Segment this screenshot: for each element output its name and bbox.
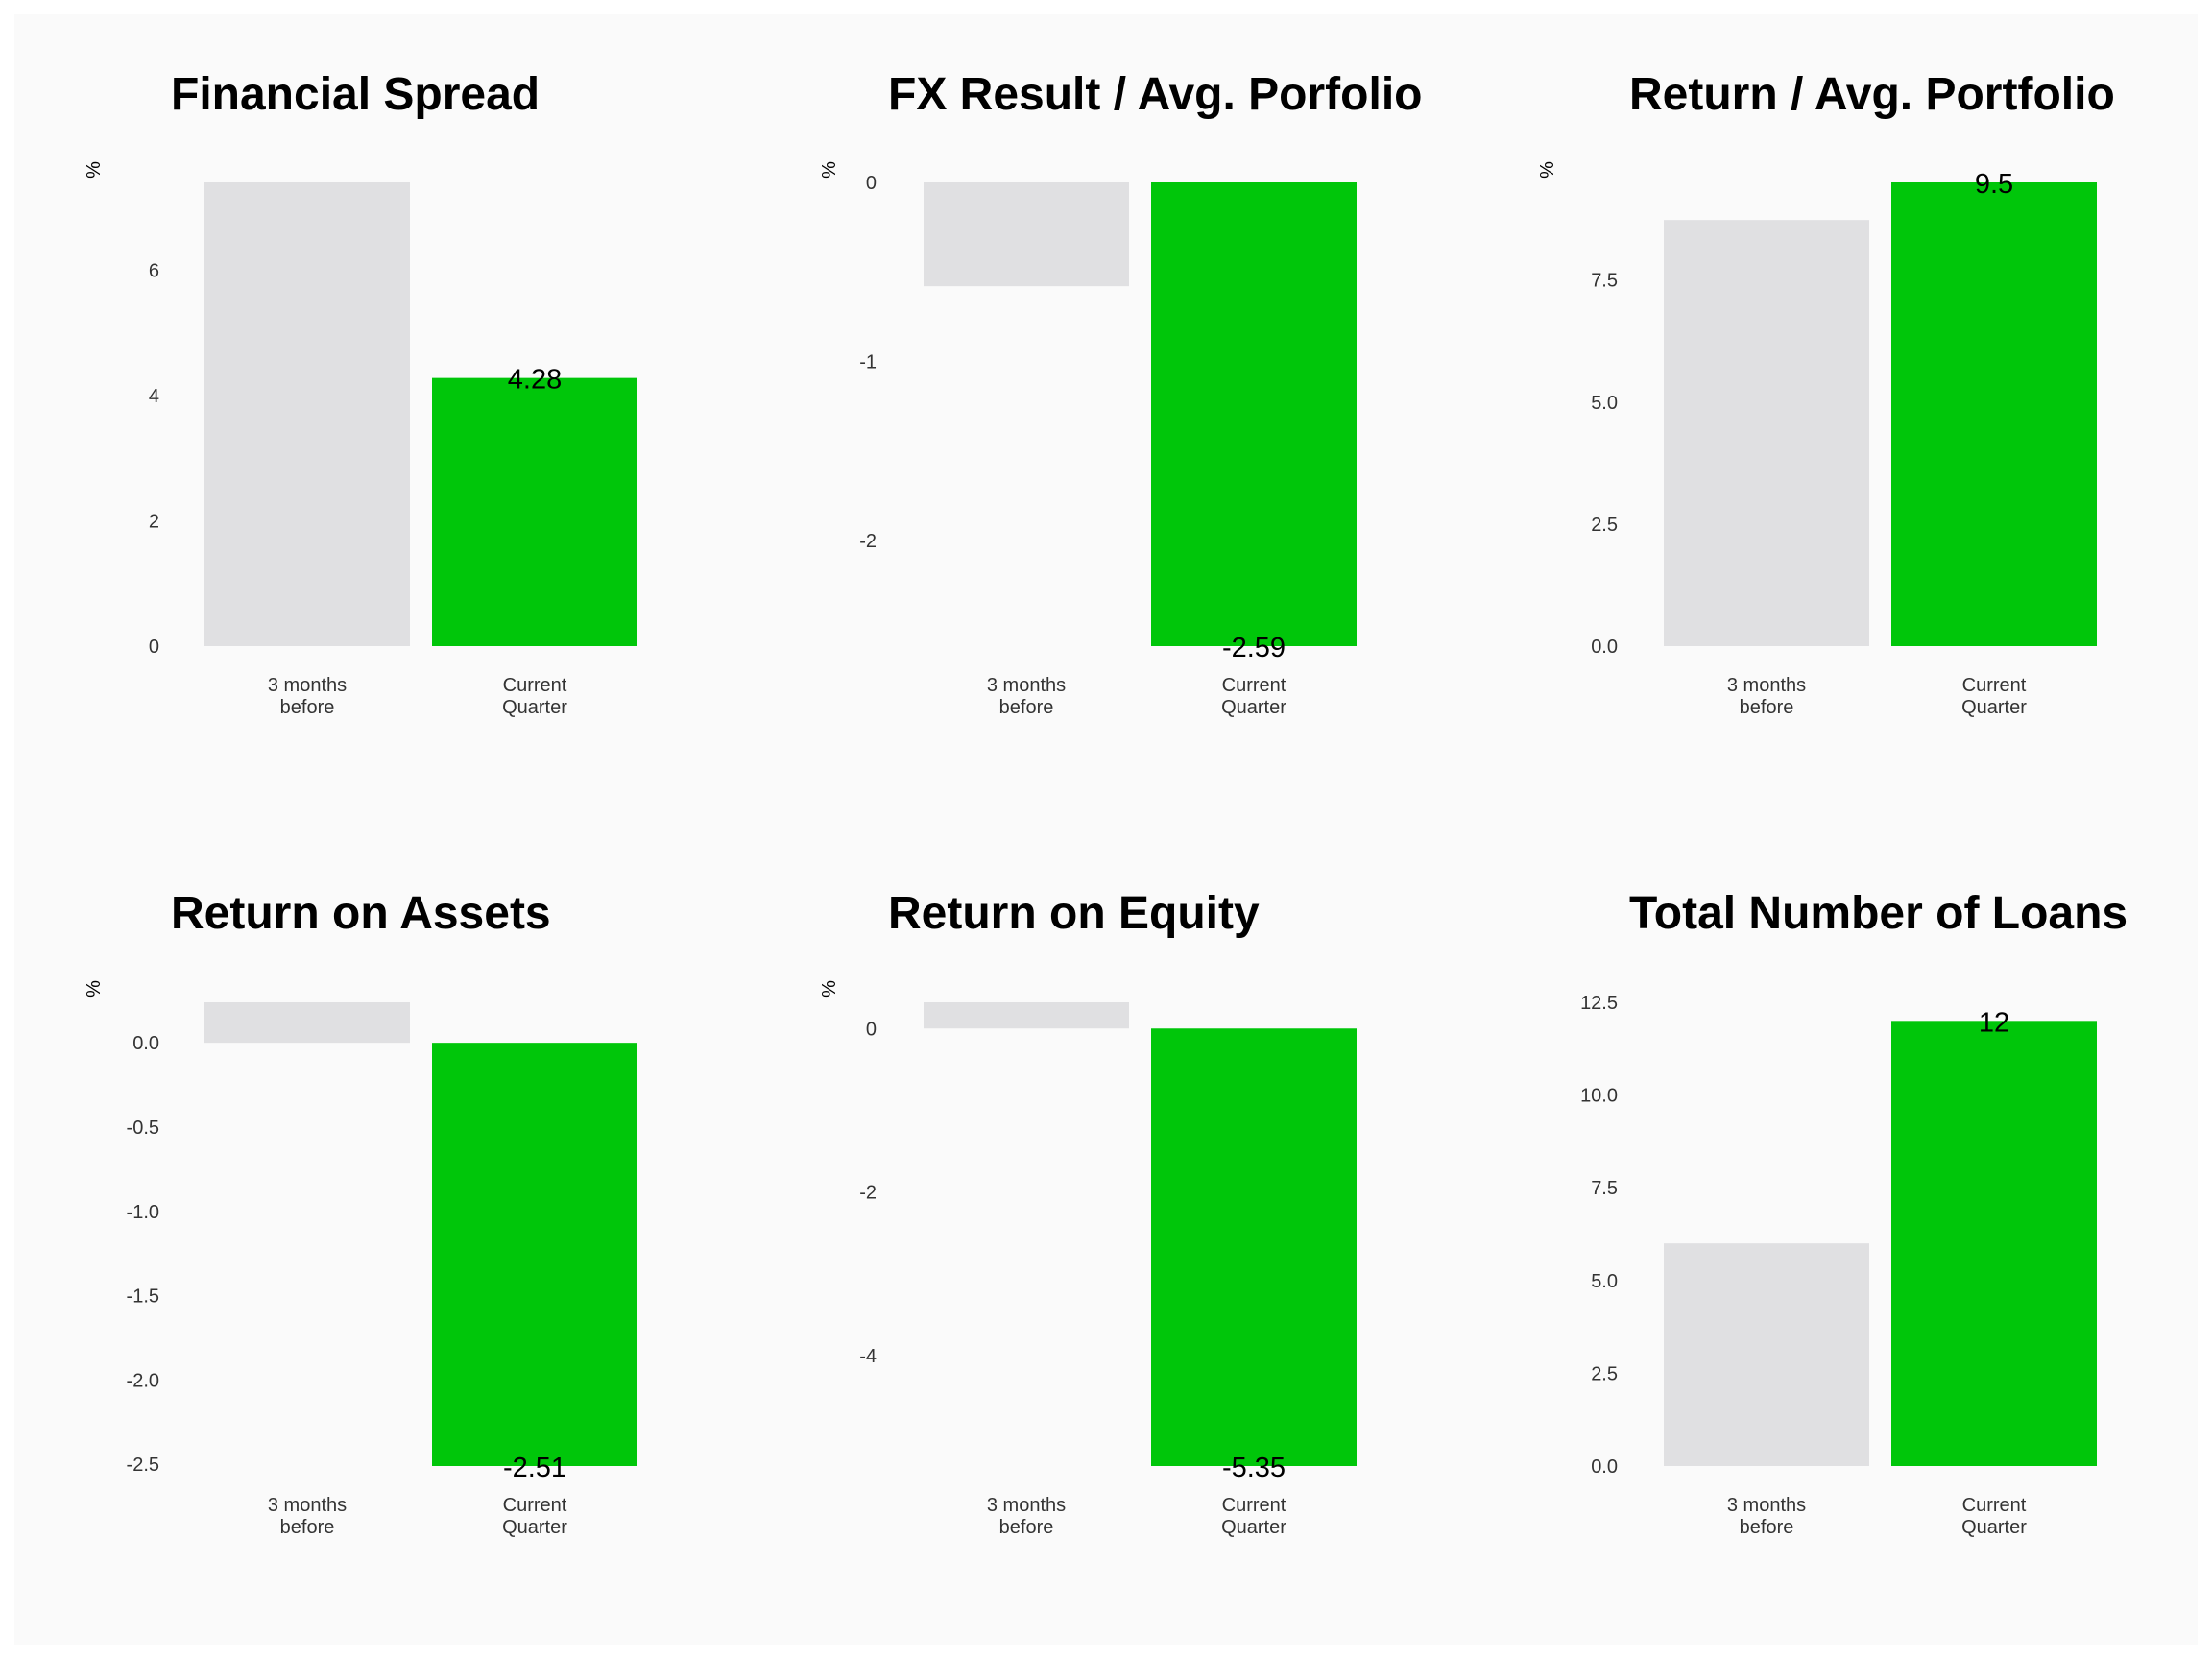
y-axis-unit-label: % [1537,161,1558,179]
bar-3-months-before [204,1002,410,1044]
bar-current-quarter [432,1043,637,1466]
chart-3: Return on Assets% 0.0 -0.5 -1.0 -1.5 -2.0 -2.5… [84,888,637,1538]
chart-title: Return / Avg. Portfolio [1629,69,2115,120]
chart-0: Financial Spread% 0 2 4 6 3 months before Curre… [84,69,637,718]
x-category-label: Current Quarter [1961,675,2027,718]
chart-title: FX Result / Avg. Porfolio [888,69,1422,120]
chart-2: Return / Avg. Portfolio% 0.0 2.5 5.0 7.5 3 mo… [1537,69,2115,718]
bar-data-label: 4.28 [508,365,562,396]
y-tick-label: -1.0 [127,1202,159,1223]
y-tick-label: -4 [859,1346,877,1367]
y-tick-label: -0.5 [127,1118,159,1139]
y-tick-label: 5.0 [1591,1271,1618,1292]
y-tick-label: 12.5 [1580,993,1618,1014]
y-tick-label: 0 [866,173,877,194]
x-category-label-line: before [999,697,1054,718]
x-category-label-line: Current [503,675,567,696]
x-category-label-line: before [1740,1517,1794,1538]
bar-3-months-before [924,182,1129,287]
y-tick-label: 0.0 [132,1033,159,1054]
y-tick-label: 0 [866,1019,877,1040]
x-category-label: 3 months before [268,675,347,718]
y-axis-unit-label: % [819,161,840,179]
x-category-label-line: Current [1222,675,1286,696]
y-axis-unit-label: % [819,980,840,998]
y-tick-label: 6 [149,260,159,281]
y-tick-label: -1.5 [127,1286,159,1308]
chart-5: Total Number of Loans 0.0 2.5 5.0 7.5 10.0 12.… [1580,888,2128,1538]
y-axis-unit-label: % [84,161,105,179]
y-tick-label: -2 [859,531,877,552]
x-category-label-line: Quarter [1221,1517,1286,1538]
x-category-label-line: Current [503,1495,567,1516]
x-category-label-line: 3 months [268,675,347,696]
x-category-label-line: Current [1962,675,2027,696]
bar-current-quarter [1151,1028,1357,1466]
x-category-label-line: before [1740,697,1794,718]
y-tick-label: 7.5 [1591,1178,1618,1199]
x-category-label-line: Quarter [1961,1517,2027,1538]
bar-current-quarter [1151,182,1357,646]
x-category-label: Current Quarter [1961,1495,2027,1538]
bar-data-label: -5.35 [1222,1453,1286,1483]
y-tick-label: 5.0 [1591,393,1618,414]
x-category-label: Current Quarter [502,675,567,718]
chart-title: Return on Assets [171,888,551,939]
chart-title: Return on Equity [888,888,1260,939]
chart-1: FX Result / Avg. Porfolio% 0 -1 -2 3 months b… [819,69,1422,718]
bar-3-months-before [204,182,410,646]
x-category-label-line: before [280,1517,335,1538]
y-tick-label: 4 [149,386,159,407]
x-category-label-line: before [280,697,335,718]
bar-3-months-before [924,1002,1129,1029]
x-category-label: Current Quarter [1221,675,1286,718]
x-category-label: 3 months before [987,675,1066,718]
y-tick-label: -2.5 [127,1455,159,1476]
bar-current-quarter [1891,182,2097,646]
y-tick-label: 7.5 [1591,271,1618,292]
bar-data-label: -2.51 [503,1453,566,1483]
y-axis-unit-label: % [84,980,105,998]
x-category-label-line: 3 months [987,1495,1066,1516]
x-category-label-line: before [999,1517,1054,1538]
x-category-label-line: Quarter [1961,697,2027,718]
y-tick-label: -1 [859,351,877,373]
y-tick-label: 0.0 [1591,637,1618,658]
y-tick-label: 2.5 [1591,1363,1618,1384]
y-tick-label: 2 [149,511,159,532]
bar-3-months-before [1664,220,1869,646]
x-category-label-line: Quarter [502,1517,567,1538]
y-tick-label: 2.5 [1591,515,1618,536]
chart-title: Financial Spread [171,69,540,120]
x-category-label-line: 3 months [1727,1495,1806,1516]
bar-data-label: -2.59 [1222,633,1286,663]
bar-data-label: 12 [1979,1007,2009,1038]
x-category-label-line: Current [1962,1495,2027,1516]
y-tick-label: 10.0 [1580,1086,1618,1107]
x-category-label: 3 months before [1727,1495,1806,1538]
x-category-label-line: 3 months [1727,675,1806,696]
bar-current-quarter [1891,1021,2097,1466]
chart-4: Return on Equity% 0 -2 -4 3 months before Curr… [819,888,1357,1538]
x-category-label: Current Quarter [502,1495,567,1538]
x-category-label: 3 months before [1727,675,1806,718]
x-category-label-line: Quarter [1221,697,1286,718]
y-tick-label: 0.0 [1591,1456,1618,1478]
x-category-label-line: Current [1222,1495,1286,1516]
y-tick-label: -2.0 [127,1370,159,1391]
x-category-label-line: Quarter [502,697,567,718]
bar-current-quarter [432,377,637,646]
bar-3-months-before [1664,1243,1869,1466]
bar-data-label: 9.5 [1975,169,2013,200]
y-tick-label: -2 [859,1183,877,1204]
x-category-label: Current Quarter [1221,1495,1286,1538]
x-category-label: 3 months before [268,1495,347,1538]
x-category-label-line: 3 months [987,675,1066,696]
chart-title: Total Number of Loans [1629,888,2128,939]
x-category-label: 3 months before [987,1495,1066,1538]
y-tick-label: 0 [149,637,159,658]
x-category-label-line: 3 months [268,1495,347,1516]
